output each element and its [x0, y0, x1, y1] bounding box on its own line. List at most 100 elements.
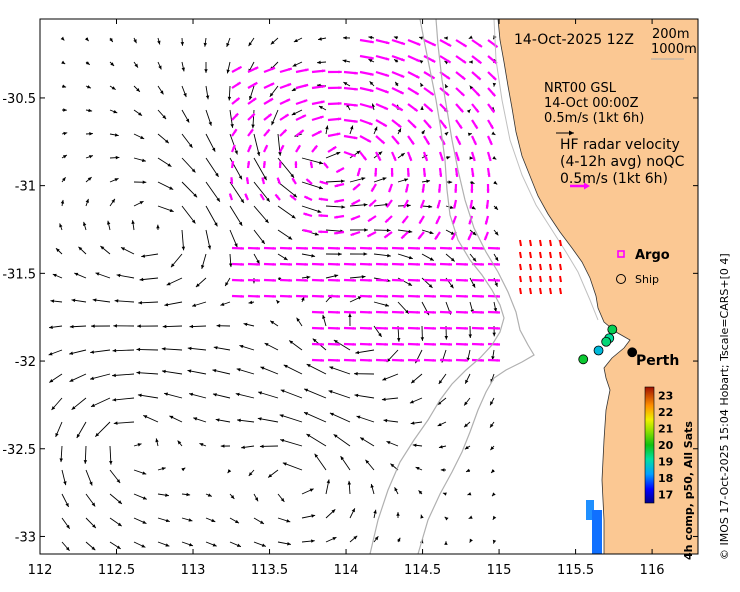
model-vector-head — [254, 497, 259, 502]
drifter-marker — [601, 336, 612, 347]
model-vector-head — [142, 520, 147, 524]
model-vector-head — [270, 40, 275, 45]
model-vector-head — [301, 296, 305, 301]
model-vector-head — [259, 520, 264, 524]
model-vector-head — [491, 469, 495, 473]
hf-vector-head — [451, 236, 455, 240]
model-vector-head — [227, 96, 232, 101]
hf-vector-head — [412, 124, 417, 128]
model-vector-head — [195, 283, 200, 288]
model-vector-head — [117, 522, 122, 527]
hf-vector-head — [420, 204, 424, 209]
hf-vector-head — [487, 173, 491, 177]
model-vector-head — [492, 492, 496, 497]
hf-vector-head — [278, 161, 282, 165]
hf-vector-head — [297, 145, 301, 149]
model-vector-head — [212, 543, 217, 547]
hf-vector-head — [368, 294, 372, 298]
hf-vector-head — [390, 173, 394, 177]
model-vector-head — [288, 236, 293, 240]
model-vector-head — [318, 185, 323, 190]
model-vector-head — [112, 398, 117, 402]
hf-vector-head — [460, 92, 465, 96]
model-vector-head — [446, 156, 451, 160]
hf-vector-head — [351, 201, 355, 205]
model-vector-head — [86, 85, 91, 89]
model-vector-head — [116, 479, 121, 484]
model-vector-head — [340, 179, 345, 183]
model-vector-head — [142, 471, 147, 475]
model-vector-head — [83, 460, 88, 464]
colorbar-tick-label: 18 — [658, 472, 673, 485]
sst-strip-upper — [586, 500, 594, 520]
model-vector-head — [279, 414, 284, 418]
hf-vector-head — [240, 278, 244, 282]
drifter-marker — [607, 324, 618, 335]
hf-vector-head — [367, 139, 371, 142]
model-vector-head — [257, 417, 262, 421]
hf-vector-head — [399, 107, 403, 111]
model-vector-head — [225, 282, 229, 287]
hf-vector-head — [441, 141, 445, 145]
hf-vector-head — [455, 173, 459, 177]
hf-vector-head — [368, 262, 372, 266]
model-vector-head — [334, 274, 339, 278]
hf-vector-head — [322, 69, 326, 73]
model-vector-head — [468, 515, 473, 519]
model-vector-head — [309, 488, 314, 492]
model-vector-head — [141, 254, 146, 258]
hf-vector-head — [384, 310, 388, 314]
model-vector-head — [228, 263, 233, 268]
model-vector-head — [61, 60, 66, 64]
model-vector-head — [181, 467, 186, 472]
hf-vector-head — [432, 358, 436, 362]
model-vector-head — [289, 340, 294, 345]
model-vector-head — [270, 320, 275, 325]
model-vector — [277, 181, 298, 198]
hf-vector-head — [427, 124, 432, 129]
model-vector-head — [165, 518, 170, 523]
model-vector-head — [95, 272, 100, 276]
model-vector-head — [268, 473, 273, 478]
model-vector-head — [114, 178, 119, 182]
red-vector — [529, 275, 532, 283]
model-vector — [229, 133, 238, 155]
hf-vector-head — [266, 129, 270, 133]
model-vector-head — [256, 259, 260, 264]
plot-frame — [39, 18, 699, 555]
argo-marker-icon — [617, 250, 625, 258]
model-vector-head — [426, 179, 431, 183]
hf-vector-head — [403, 204, 407, 208]
x-tick-label: 113.5 — [251, 563, 288, 578]
hf-vector-head — [272, 278, 276, 282]
model-vector-head — [490, 401, 494, 406]
red-vector — [559, 275, 562, 283]
model-vector-head — [317, 60, 321, 65]
model-vector-head — [203, 42, 208, 47]
hf-vector-head — [480, 358, 484, 362]
hf-vector-head — [304, 84, 309, 88]
model-vector-head — [491, 131, 496, 135]
model-vector-head — [386, 228, 391, 233]
hf-vector-head — [469, 205, 473, 209]
hf-vector-head — [384, 326, 388, 330]
model-vector-head — [469, 538, 473, 543]
hf-vector-head — [302, 229, 307, 233]
hf-vector-head — [480, 294, 484, 298]
model-vector-head — [448, 180, 453, 184]
model-vector-head — [112, 348, 117, 353]
hf-vector-head — [300, 130, 304, 134]
model-vector-head — [188, 543, 193, 547]
model-vector-head — [165, 493, 169, 497]
drifter-marker — [578, 354, 589, 365]
hf-vector-head — [336, 358, 340, 362]
hf-vector-head — [414, 108, 418, 112]
model-vector-head — [177, 440, 182, 445]
model-vector-head — [428, 204, 433, 209]
hf-vector-head — [446, 75, 450, 79]
model-vector-head — [466, 468, 471, 472]
model-vector-head — [183, 93, 187, 98]
model-vector-head — [50, 299, 55, 303]
hf-vector-head — [496, 246, 500, 250]
red-vector — [529, 239, 532, 247]
